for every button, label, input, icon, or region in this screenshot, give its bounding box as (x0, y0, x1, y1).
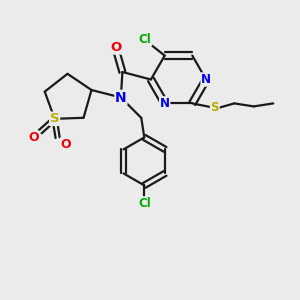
Text: S: S (50, 112, 59, 125)
Text: Cl: Cl (139, 33, 152, 46)
Text: S: S (211, 101, 219, 114)
Text: O: O (61, 138, 71, 151)
Text: N: N (201, 73, 211, 86)
Text: Cl: Cl (138, 197, 151, 210)
Text: O: O (28, 131, 39, 144)
Text: N: N (115, 91, 127, 104)
Text: O: O (111, 41, 122, 54)
Text: N: N (160, 97, 170, 110)
